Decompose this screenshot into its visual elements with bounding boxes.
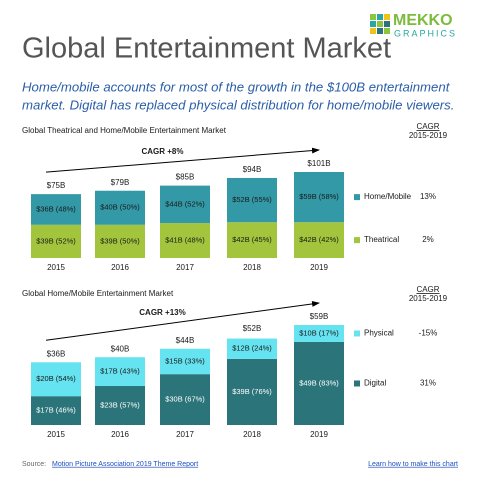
x-tick-label: 2018 bbox=[243, 430, 261, 439]
page-title: Global Entertainment Market bbox=[22, 33, 391, 65]
bar-segment bbox=[31, 224, 81, 258]
total-label: $44B bbox=[176, 336, 195, 345]
value-label: $49B (83%) bbox=[299, 378, 339, 387]
bar-segment bbox=[31, 362, 81, 397]
cagr-period: 2015-2019 bbox=[409, 131, 448, 140]
annotation: CAGR +13% bbox=[139, 308, 185, 317]
value-label: $39B (50%) bbox=[100, 236, 140, 245]
legend-label: Home/Mobile bbox=[364, 192, 412, 201]
total-label: $40B bbox=[111, 344, 130, 353]
bar-segment bbox=[294, 222, 344, 258]
value-label: $42B (42%) bbox=[299, 235, 339, 244]
bar-segment bbox=[95, 224, 145, 258]
bar-segment bbox=[294, 325, 344, 342]
bar-segment bbox=[160, 348, 210, 375]
cagr-arrow bbox=[45, 300, 320, 341]
cagr-arrow bbox=[45, 147, 320, 173]
x-tick-label: 2018 bbox=[243, 263, 261, 272]
total-label: $79B bbox=[111, 178, 130, 187]
value-label: $30B (67%) bbox=[165, 395, 205, 404]
legend-label: Physical bbox=[364, 329, 394, 338]
bar-segment bbox=[160, 374, 210, 425]
cagr-period: 2015-2019 bbox=[409, 294, 448, 303]
value-label: $40B (50%) bbox=[100, 203, 140, 212]
value-label: $12B (24%) bbox=[232, 344, 272, 353]
value-label: $44B (52%) bbox=[165, 199, 205, 208]
total-label: $101B bbox=[307, 159, 330, 168]
value-label: $39B (52%) bbox=[36, 236, 76, 245]
cagr-value: 13% bbox=[420, 192, 436, 201]
logo-text: MEKKO bbox=[393, 12, 453, 29]
bar-segment bbox=[160, 223, 210, 258]
x-tick-label: 2019 bbox=[310, 263, 328, 272]
bar-segment bbox=[227, 222, 277, 258]
learn-link[interactable]: Learn how to make this chart bbox=[368, 461, 458, 468]
bar-segment bbox=[294, 341, 344, 425]
subtitle: market. Digital has replaced physical di… bbox=[22, 97, 454, 112]
bar-segment bbox=[95, 190, 145, 225]
total-label: $52B bbox=[243, 324, 262, 333]
chart-title: Global Theatrical and Home/Mobile Entert… bbox=[22, 126, 227, 135]
bar-segment bbox=[31, 194, 81, 225]
chart-title: Global Home/Mobile Entertainment Market bbox=[22, 289, 174, 298]
value-label: $52B (55%) bbox=[232, 195, 272, 204]
bar-segment bbox=[227, 177, 277, 223]
cagr-value: -15% bbox=[419, 329, 438, 338]
x-tick-label: 2019 bbox=[310, 430, 328, 439]
legend-swatch bbox=[354, 194, 360, 201]
bar-segment bbox=[294, 172, 344, 223]
bar-segment bbox=[227, 338, 277, 359]
logo-subtext: GRAPHICS bbox=[394, 28, 457, 38]
legend-label: Digital bbox=[364, 379, 386, 388]
value-label: $41B (48%) bbox=[165, 236, 205, 245]
bar-segment bbox=[95, 386, 145, 425]
value-label: $36B (48%) bbox=[36, 204, 76, 213]
cagr-title: CAGR bbox=[416, 285, 439, 294]
total-label: $36B bbox=[47, 349, 66, 358]
total-label: $59B bbox=[310, 312, 329, 321]
bar-segment bbox=[95, 357, 145, 387]
cagr-value: 31% bbox=[420, 379, 436, 388]
value-label: $17B (43%) bbox=[100, 367, 140, 376]
value-label: $20B (54%) bbox=[36, 374, 76, 383]
annotation: CAGR +8% bbox=[141, 147, 183, 156]
cagr-value: 2% bbox=[422, 235, 434, 244]
value-label: $10B (17%) bbox=[299, 328, 339, 337]
x-tick-label: 2016 bbox=[111, 263, 129, 272]
total-label: $85B bbox=[176, 173, 195, 182]
subtitle: Home/mobile accounts for most of the gro… bbox=[22, 79, 451, 94]
legend-label: Theatrical bbox=[364, 235, 399, 244]
logo-squares bbox=[370, 14, 390, 34]
legend-swatch bbox=[354, 330, 360, 337]
value-label: $17B (46%) bbox=[36, 406, 76, 415]
total-label: $75B bbox=[47, 181, 66, 190]
value-label: $59B (58%) bbox=[299, 192, 339, 201]
bar-segment bbox=[227, 358, 277, 425]
x-tick-label: 2017 bbox=[176, 430, 194, 439]
x-tick-label: 2016 bbox=[111, 430, 129, 439]
value-label: $15B (33%) bbox=[165, 356, 205, 365]
source-label: Source: bbox=[22, 461, 46, 468]
value-label: $23B (57%) bbox=[100, 400, 140, 409]
value-label: $39B (76%) bbox=[232, 387, 272, 396]
bar-segment bbox=[160, 185, 210, 224]
cagr-title: CAGR bbox=[416, 122, 439, 131]
x-tick-label: 2015 bbox=[47, 430, 65, 439]
legend-swatch bbox=[354, 237, 360, 244]
x-tick-label: 2015 bbox=[47, 263, 65, 272]
bar-segment bbox=[31, 396, 81, 425]
value-label: $42B (45%) bbox=[232, 235, 272, 244]
source-link[interactable]: Motion Picture Association 2019 Theme Re… bbox=[52, 461, 198, 468]
x-tick-label: 2017 bbox=[176, 263, 194, 272]
total-label: $94B bbox=[243, 165, 262, 174]
legend-swatch bbox=[354, 380, 360, 387]
